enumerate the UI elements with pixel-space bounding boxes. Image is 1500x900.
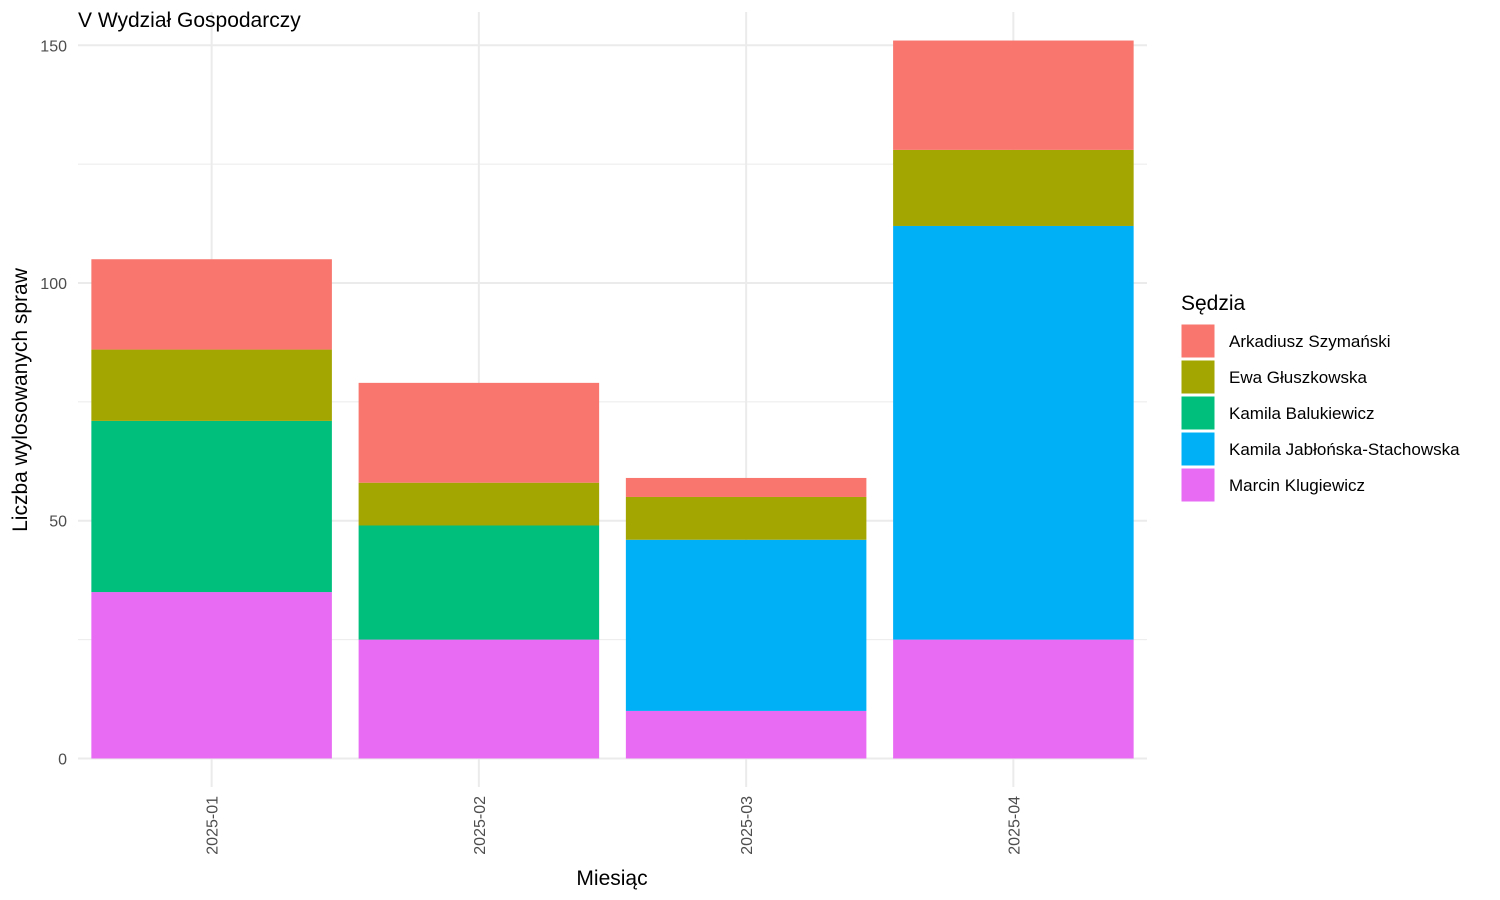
bar-segment [893, 639, 1134, 759]
bar-segment [358, 382, 600, 483]
bar-segment [893, 225, 1134, 640]
legend: Sędzia Arkadiusz Szymański Ewa Głuszkowsk… [1180, 292, 1460, 503]
x-tick-label: 2025-01 [205, 796, 222, 855]
axes: 0 50 100 150 2025-01 2025-02 2025-03 2025-04 [40, 38, 1023, 854]
bar-segment [91, 420, 332, 593]
bar-segment [358, 482, 600, 526]
legend-label: Ewa Głuszkowska [1229, 368, 1367, 387]
legend-key [1180, 431, 1216, 467]
y-tick-label: 150 [40, 38, 67, 55]
legend-key [1180, 395, 1216, 431]
legend-key [1180, 467, 1216, 503]
legend-label: Arkadiusz Szymański [1229, 332, 1391, 351]
bar-segment [358, 525, 600, 640]
bar-segment [625, 710, 867, 759]
bars [91, 40, 1134, 759]
legend-key [1180, 359, 1216, 395]
x-tick-label: 2025-04 [1006, 796, 1023, 855]
y-axis-title: Liczba wylosowanych spraw [9, 267, 32, 532]
bar-segment [893, 149, 1134, 226]
y-tick-label: 100 [40, 276, 67, 293]
bar-segment [91, 349, 332, 421]
bar-segment [91, 592, 332, 759]
x-tick-label: 2025-02 [472, 796, 489, 855]
legend-key [1180, 323, 1216, 359]
bar-segment [625, 539, 867, 711]
legend-label: Marcin Klugiewicz [1229, 476, 1365, 495]
legend-label: Kamila Balukiewicz [1229, 404, 1375, 423]
bar-segment [625, 477, 867, 497]
legend-title: Sędzia [1181, 292, 1246, 315]
y-tick-label: 0 [58, 751, 67, 768]
chart-title: V Wydział Gospodarczy [78, 9, 301, 32]
y-tick-label: 50 [49, 514, 67, 531]
bar-segment [893, 40, 1134, 150]
bar-segment [91, 259, 332, 350]
bar-segment [358, 639, 600, 759]
legend-label: Kamila Jabłońska-Stachowska [1229, 440, 1460, 459]
x-tick-label: 2025-03 [739, 796, 756, 855]
x-axis-title: Miesiąc [576, 867, 647, 890]
bar-segment [625, 496, 867, 540]
